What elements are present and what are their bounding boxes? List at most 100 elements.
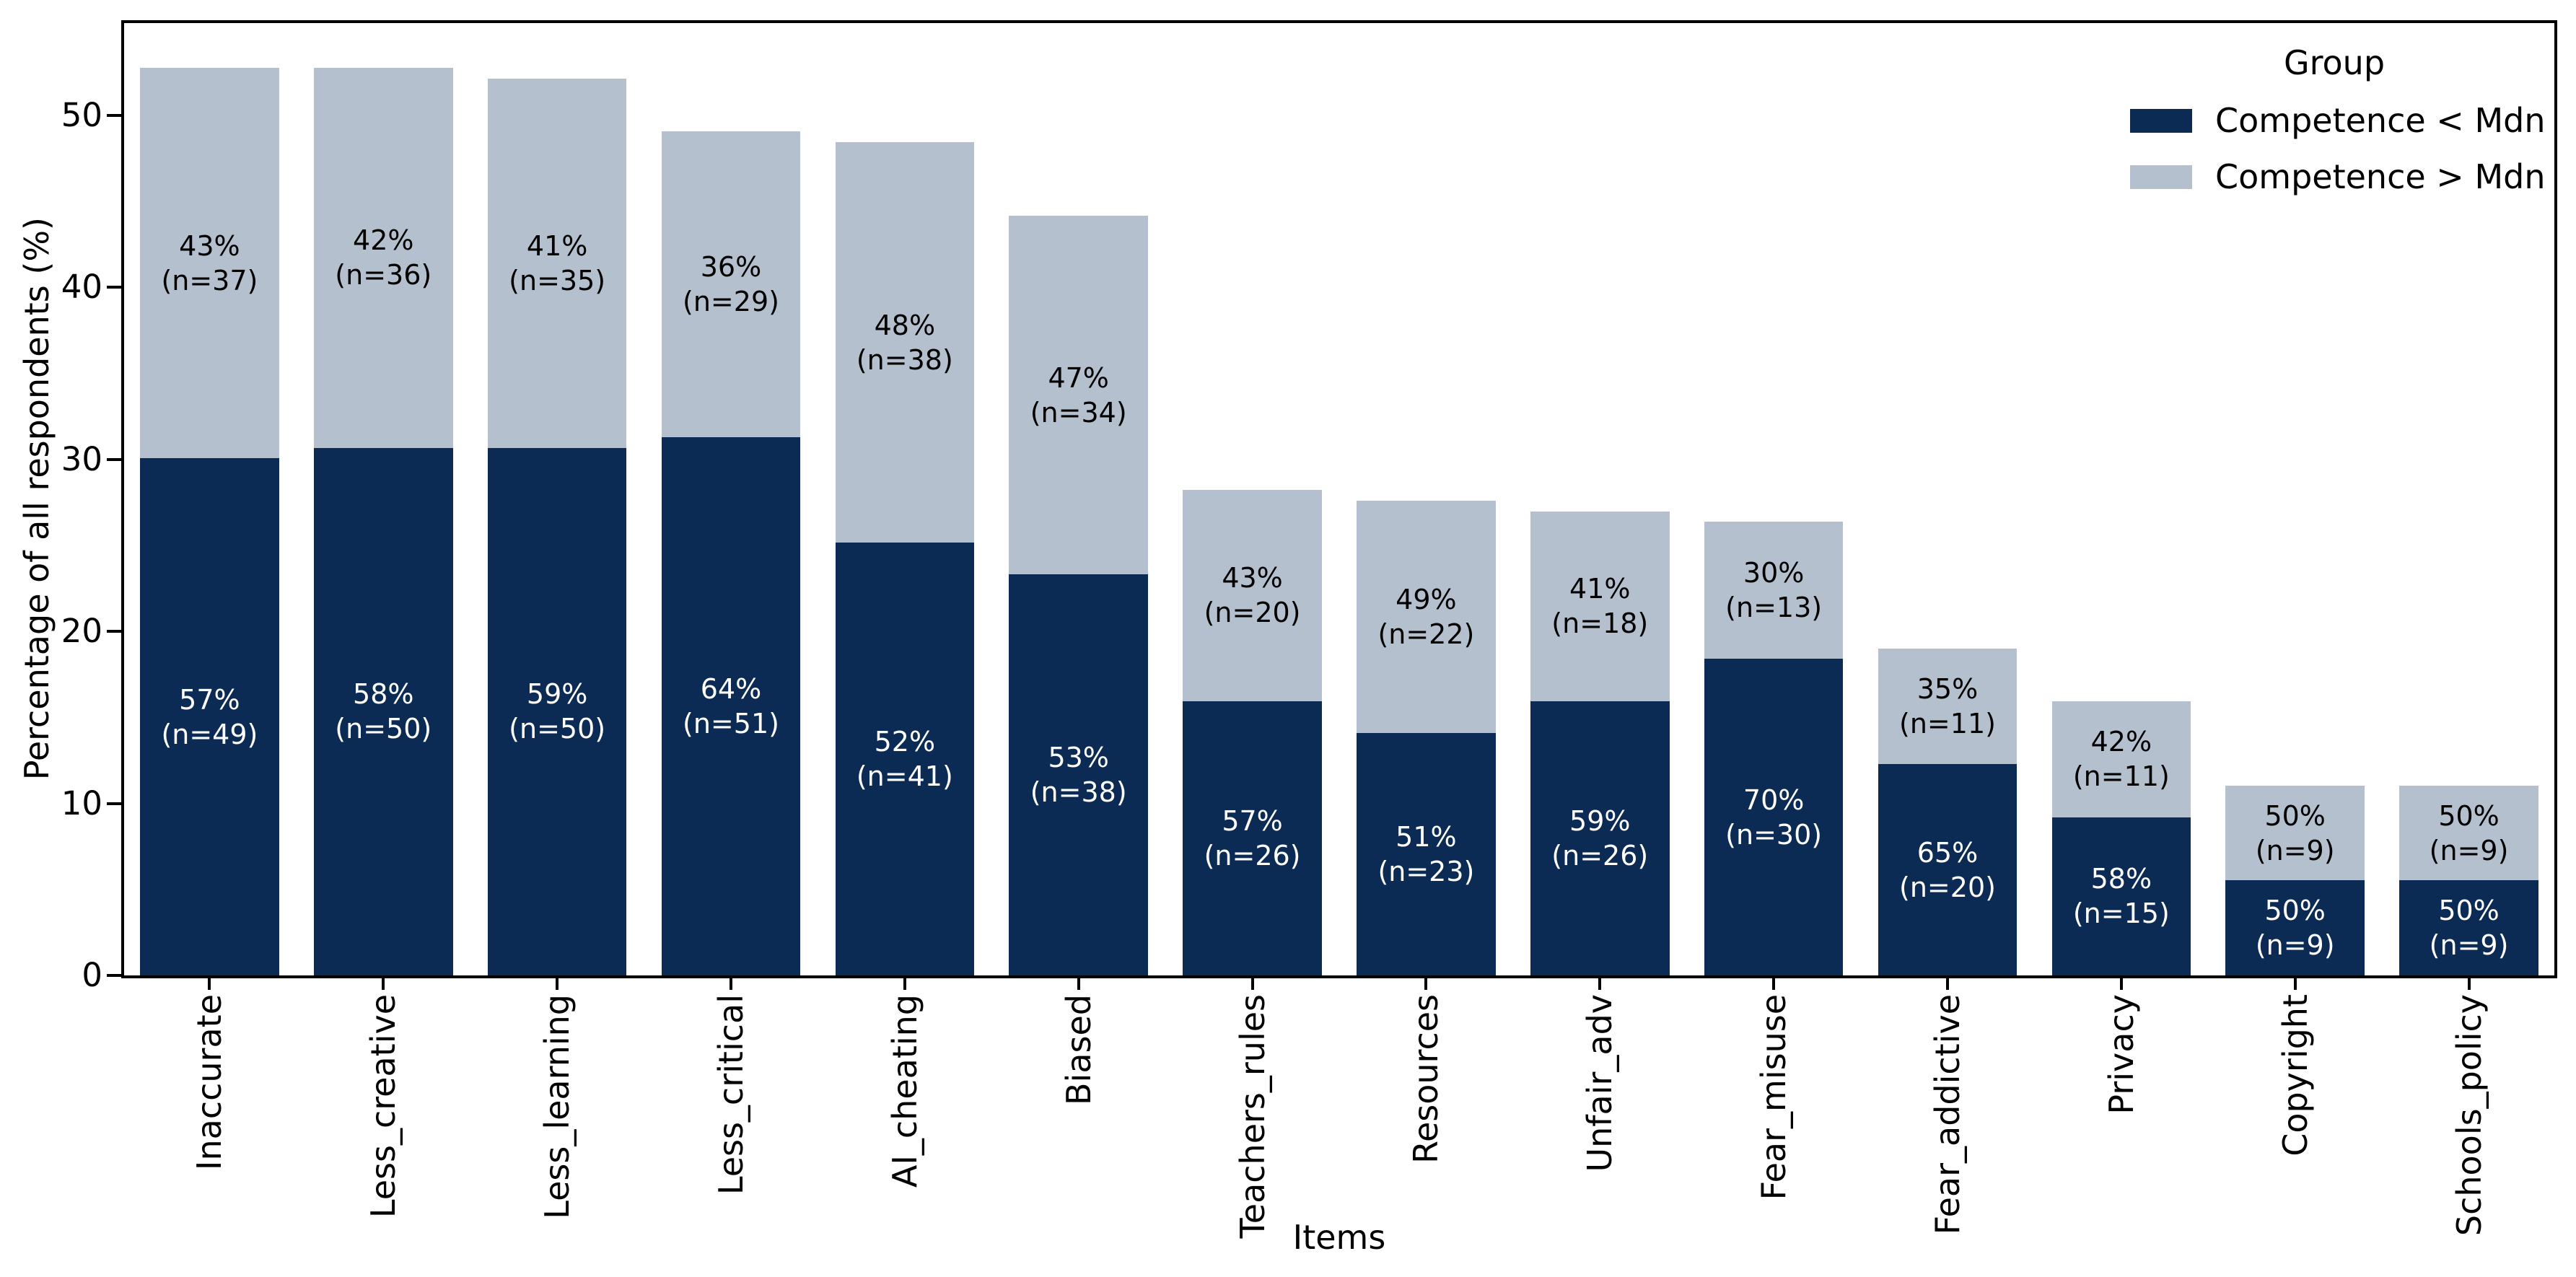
x-tick-label-text: Fear_misuse — [1754, 994, 1794, 1201]
bar-segment-above-mdn-Less_critical — [661, 131, 801, 437]
x-tick-mark — [1772, 975, 1776, 990]
x-tick-label-Schools_policy: Schools_policy — [2448, 994, 2491, 1236]
y-tick-label: 50 — [61, 95, 102, 134]
x-tick-label-Biased: Biased — [1057, 994, 1100, 1105]
segment-pct-label: 51% — [1396, 820, 1457, 853]
bar-segment-above-mdn-AI_cheating — [835, 141, 975, 543]
x-tick-mark — [2293, 975, 2297, 990]
x-tick-label-text: Teachers_rules — [1232, 994, 1272, 1239]
bar-segment-above-mdn-Less_learning — [487, 78, 627, 448]
bar-segment-above-mdn-Schools_policy — [2399, 785, 2538, 881]
x-tick-label-Teachers_rules: Teachers_rules — [1231, 994, 1274, 1239]
segment-label: 57% (n=49) — [140, 683, 279, 752]
x-tick-label-Privacy: Privacy — [2100, 994, 2143, 1115]
y-tick-label: 0 — [82, 956, 102, 994]
x-tick-mark — [382, 975, 385, 990]
x-axis-title: Items — [1292, 1218, 1386, 1257]
segment-n-label: (n=41) — [856, 760, 953, 793]
segment-label: 64% (n=51) — [662, 672, 801, 741]
segment-pct-label: 43% — [1222, 562, 1283, 594]
segment-pct-label: 42% — [353, 224, 414, 257]
segment-label: 53% (n=38) — [1009, 740, 1148, 809]
segment-label: 42% (n=11) — [2052, 724, 2191, 794]
bar-segment-below-mdn-Fear_addictive — [1878, 764, 2018, 975]
x-tick-label-Unfair_adv: Unfair_adv — [1578, 994, 1621, 1172]
segment-n-label: (n=15) — [2072, 898, 2170, 930]
segment-n-label: (n=23) — [1377, 855, 1475, 887]
segment-pct-label: 50% — [2264, 895, 2326, 927]
segment-n-label: (n=9) — [2429, 929, 2509, 962]
legend-label: Competence > Mdn — [2215, 157, 2546, 196]
segment-pct-label: 65% — [1916, 836, 1979, 869]
segment-label: 59% (n=26) — [1530, 804, 1670, 873]
x-tick-label-Resources: Resources — [1404, 994, 1447, 1164]
bar-segment-below-mdn-Schools_policy — [2399, 880, 2538, 975]
segment-label: 70% (n=30) — [1704, 783, 1844, 852]
bar-segment-below-mdn-Copyright — [2225, 880, 2365, 975]
segment-n-label: (n=50) — [335, 713, 432, 745]
segment-pct-label: 48% — [874, 309, 936, 341]
x-tick-mark — [1424, 975, 1428, 990]
segment-pct-label: 50% — [2438, 799, 2500, 832]
bar-segment-below-mdn-Less_creative — [313, 447, 453, 975]
bar-segment-below-mdn-Fear_misuse — [1704, 659, 1844, 975]
legend-row-competence-above-mdn: Competence > Mdn — [2130, 157, 2545, 196]
segment-label: 58% (n=50) — [314, 677, 453, 746]
x-tick-label-Less_creative: Less_creative — [362, 994, 405, 1218]
bar-segment-below-mdn-Resources — [1357, 732, 1496, 975]
segment-label: 50% (n=9) — [2225, 799, 2365, 868]
segment-label: 50% (n=9) — [2225, 893, 2365, 962]
segment-label: 48% (n=38) — [836, 308, 975, 377]
y-tick-label: 40 — [61, 268, 102, 307]
legend-label: Competence < Mdn — [2215, 101, 2546, 140]
segment-label: 50% (n=9) — [2399, 893, 2538, 962]
segment-pct-label: 35% — [1916, 673, 1979, 705]
x-tick-label-text: AI_cheating — [885, 994, 924, 1188]
bar-segment-above-mdn-Fear_addictive — [1878, 648, 2018, 765]
bar-segment-below-mdn-Inaccurate — [140, 458, 279, 975]
segment-n-label: (n=37) — [161, 264, 258, 297]
segment-n-label: (n=51) — [683, 708, 779, 740]
segment-n-label: (n=18) — [1551, 607, 1649, 640]
x-tick-label-text: Schools_policy — [2449, 994, 2489, 1237]
y-tick-mark — [107, 630, 123, 633]
segment-pct-label: 50% — [2264, 799, 2326, 832]
segment-label: 51% (n=23) — [1357, 820, 1496, 889]
segment-pct-label: 52% — [874, 726, 936, 758]
segment-pct-label: 70% — [1743, 784, 1805, 816]
bar-segment-below-mdn-AI_cheating — [835, 543, 975, 975]
y-tick-mark — [107, 286, 123, 289]
x-tick-label-Copyright: Copyright — [2274, 994, 2317, 1157]
x-tick-label-text: Resources — [1406, 994, 1446, 1164]
segment-n-label: (n=26) — [1551, 839, 1649, 872]
segment-n-label: (n=30) — [1725, 818, 1823, 851]
segment-label: 42% (n=36) — [314, 223, 453, 292]
segment-pct-label: 43% — [179, 229, 240, 262]
x-tick-mark — [903, 975, 906, 990]
x-tick-label-text: Less_creative — [364, 994, 403, 1219]
segment-pct-label: 59% — [526, 678, 588, 711]
segment-pct-label: 58% — [353, 678, 414, 711]
x-tick-mark — [1598, 975, 1602, 990]
segment-label: 65% (n=20) — [1878, 835, 2018, 905]
bar-segment-above-mdn-Inaccurate — [140, 68, 279, 459]
segment-n-label: (n=36) — [335, 259, 432, 291]
x-tick-label-text: Less_learning — [538, 994, 577, 1219]
y-tick-mark — [107, 457, 123, 461]
segment-pct-label: 57% — [179, 683, 240, 716]
segment-n-label: (n=29) — [683, 285, 779, 317]
bar-segment-below-mdn-Less_critical — [661, 437, 801, 975]
segment-pct-label: 30% — [1743, 557, 1805, 589]
legend-swatch-dark — [2130, 108, 2192, 133]
x-tick-label-text: Copyright — [2275, 994, 2315, 1157]
x-tick-label-Inaccurate: Inaccurate — [188, 994, 231, 1170]
bar-segment-below-mdn-Unfair_adv — [1530, 701, 1670, 975]
bar-segment-below-mdn-Privacy — [2051, 817, 2191, 975]
segment-n-label: (n=38) — [856, 343, 953, 376]
x-tick-label-Less_critical: Less_critical — [709, 994, 753, 1195]
legend-swatch-light — [2130, 164, 2192, 189]
bar-segment-above-mdn-Privacy — [2051, 701, 2191, 817]
bar-segment-above-mdn-Fear_misuse — [1704, 522, 1844, 659]
segment-label: 57% (n=26) — [1183, 804, 1322, 873]
